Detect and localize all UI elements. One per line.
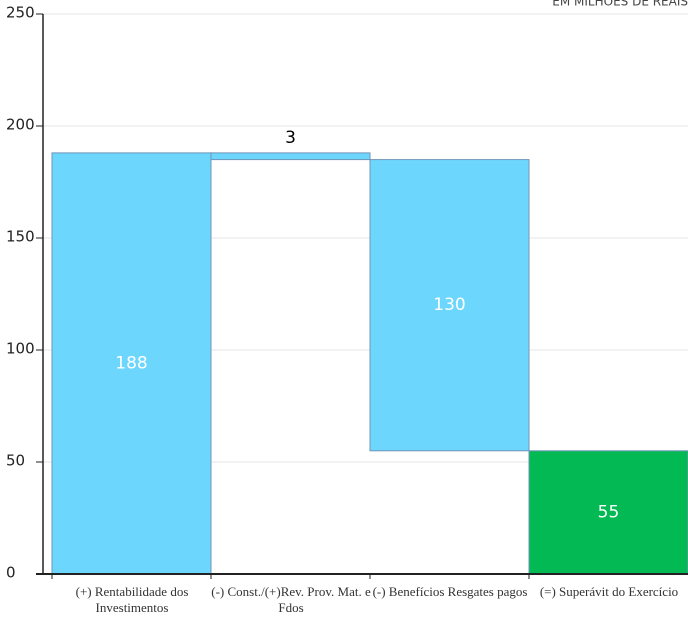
y-tick-label: 100 bbox=[6, 340, 35, 358]
bar bbox=[51, 152, 212, 575]
y-tick-label: 0 bbox=[6, 564, 16, 582]
bar bbox=[528, 450, 688, 575]
bar bbox=[369, 159, 530, 452]
data-label: 3 bbox=[285, 128, 296, 148]
x-tick-label: (-) Const./(+)Rev. Prov. Mat. e Fdos bbox=[211, 584, 371, 615]
data-label: 130 bbox=[433, 295, 465, 315]
data-label: 55 bbox=[598, 502, 620, 522]
y-tick-label: 150 bbox=[6, 228, 35, 246]
y-tick-label: 200 bbox=[6, 116, 35, 134]
bar bbox=[210, 152, 371, 161]
data-label: 188 bbox=[115, 353, 147, 373]
x-tick-label: (=) Superávit do Exercício bbox=[539, 584, 679, 599]
y-tick-label: 50 bbox=[6, 452, 25, 470]
chart-subtitle: EM MILHÕES DE REAIS bbox=[552, 0, 688, 9]
x-tick-label: (-) Benefícios Resgates pagos bbox=[372, 584, 528, 599]
x-tick-label: (+) Rentabilidade dos Investimentos bbox=[75, 584, 189, 615]
y-tick-label: 250 bbox=[6, 4, 35, 22]
